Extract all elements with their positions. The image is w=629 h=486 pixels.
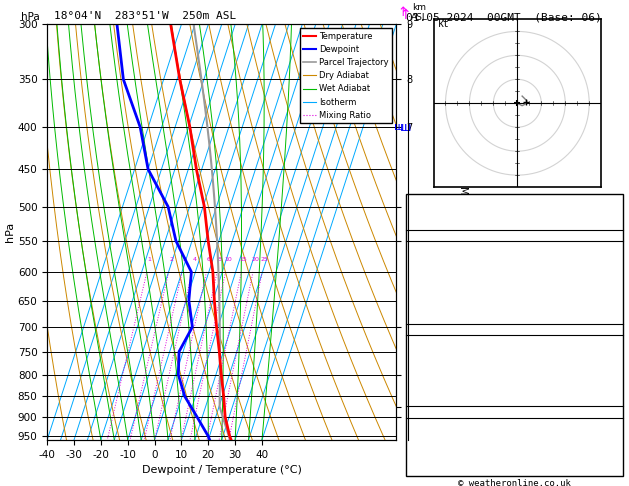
Text: 18°04'N  283°51'W  250m ASL: 18°04'N 283°51'W 250m ASL (54, 11, 237, 21)
Text: CAPE (J): CAPE (J) (409, 301, 457, 311)
Text: 28.1: 28.1 (596, 254, 619, 264)
Text: ш: ш (399, 121, 411, 134)
Text: 1: 1 (147, 257, 152, 261)
Text: CIN (J): CIN (J) (409, 395, 450, 405)
Text: Lifted Index: Lifted Index (409, 289, 480, 299)
Text: 15: 15 (240, 257, 247, 261)
Text: Lifted Index: Lifted Index (409, 371, 480, 382)
Text: 830: 830 (601, 383, 619, 393)
Text: 20.5: 20.5 (596, 266, 619, 276)
Text: K: K (409, 195, 415, 205)
Text: km
ASL: km ASL (411, 3, 427, 22)
Text: ↑: ↑ (399, 8, 411, 21)
Text: PW (cm): PW (cm) (409, 219, 450, 229)
Text: 5: 5 (613, 430, 619, 440)
Text: 25: 25 (260, 257, 268, 261)
Text: 3: 3 (182, 257, 186, 261)
Text: © weatheronline.co.uk: © weatheronline.co.uk (458, 479, 571, 486)
Text: Hodograph: Hodograph (487, 418, 541, 429)
Text: ↑: ↑ (398, 6, 408, 19)
Legend: Temperature, Dewpoint, Parcel Trajectory, Dry Adiabat, Wet Adiabat, Isotherm, Mi: Temperature, Dewpoint, Parcel Trajectory… (300, 29, 392, 123)
Text: Temp (°C): Temp (°C) (409, 254, 462, 264)
Text: 2: 2 (169, 257, 173, 261)
X-axis label: Dewpoint / Temperature (°C): Dewpoint / Temperature (°C) (142, 465, 302, 475)
Text: Most Unstable: Most Unstable (476, 336, 552, 346)
Text: θᴇ(K): θᴇ(K) (409, 278, 439, 288)
Text: 7: 7 (613, 442, 619, 452)
Text: hPa: hPa (21, 12, 40, 22)
Text: StmSpd (kt): StmSpd (kt) (409, 466, 474, 475)
Text: 46: 46 (607, 207, 619, 217)
Text: Dewp (°C): Dewp (°C) (409, 266, 462, 276)
Text: -4: -4 (607, 289, 619, 299)
Text: 4.18: 4.18 (596, 219, 619, 229)
Text: 6: 6 (207, 257, 211, 261)
Text: 20: 20 (251, 257, 259, 261)
Text: kt: kt (438, 18, 450, 29)
Text: -4: -4 (607, 371, 619, 382)
Text: Pressure (mb): Pressure (mb) (409, 348, 486, 358)
Text: 281°: 281° (596, 453, 619, 464)
Text: CIN (J): CIN (J) (409, 312, 450, 323)
Text: 348: 348 (601, 360, 619, 370)
Text: Totals Totals: Totals Totals (409, 207, 486, 217)
Text: θᴇ (K): θᴇ (K) (409, 360, 445, 370)
Text: Surface: Surface (494, 242, 535, 252)
Text: 33: 33 (607, 195, 619, 205)
Text: 0: 0 (613, 395, 619, 405)
Text: 8: 8 (218, 257, 221, 261)
Text: 4: 4 (192, 257, 196, 261)
Text: 01.05.2024  00GMT  (Base: 06): 01.05.2024 00GMT (Base: 06) (406, 12, 601, 22)
Text: ш: ш (394, 122, 404, 132)
Text: 348: 348 (601, 278, 619, 288)
Text: 7: 7 (613, 466, 619, 475)
Y-axis label: Mixing Ratio (g/kg): Mixing Ratio (g/kg) (459, 186, 469, 278)
Text: CAPE (J): CAPE (J) (409, 383, 457, 393)
Text: EH: EH (409, 430, 421, 440)
Text: 0: 0 (613, 312, 619, 323)
Text: SREH: SREH (409, 442, 433, 452)
Y-axis label: hPa: hPa (5, 222, 15, 242)
Text: 830: 830 (601, 301, 619, 311)
Text: 10: 10 (224, 257, 231, 261)
Text: 983: 983 (601, 348, 619, 358)
Text: StmDir: StmDir (409, 453, 445, 464)
